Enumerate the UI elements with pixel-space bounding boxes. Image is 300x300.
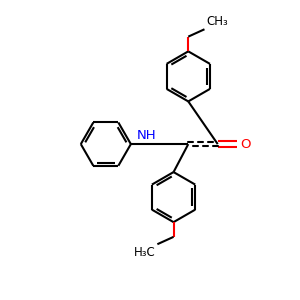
Text: H₃C: H₃C [134, 246, 156, 259]
Text: O: O [240, 138, 251, 151]
Text: CH₃: CH₃ [206, 15, 228, 28]
Text: NH: NH [137, 129, 157, 142]
